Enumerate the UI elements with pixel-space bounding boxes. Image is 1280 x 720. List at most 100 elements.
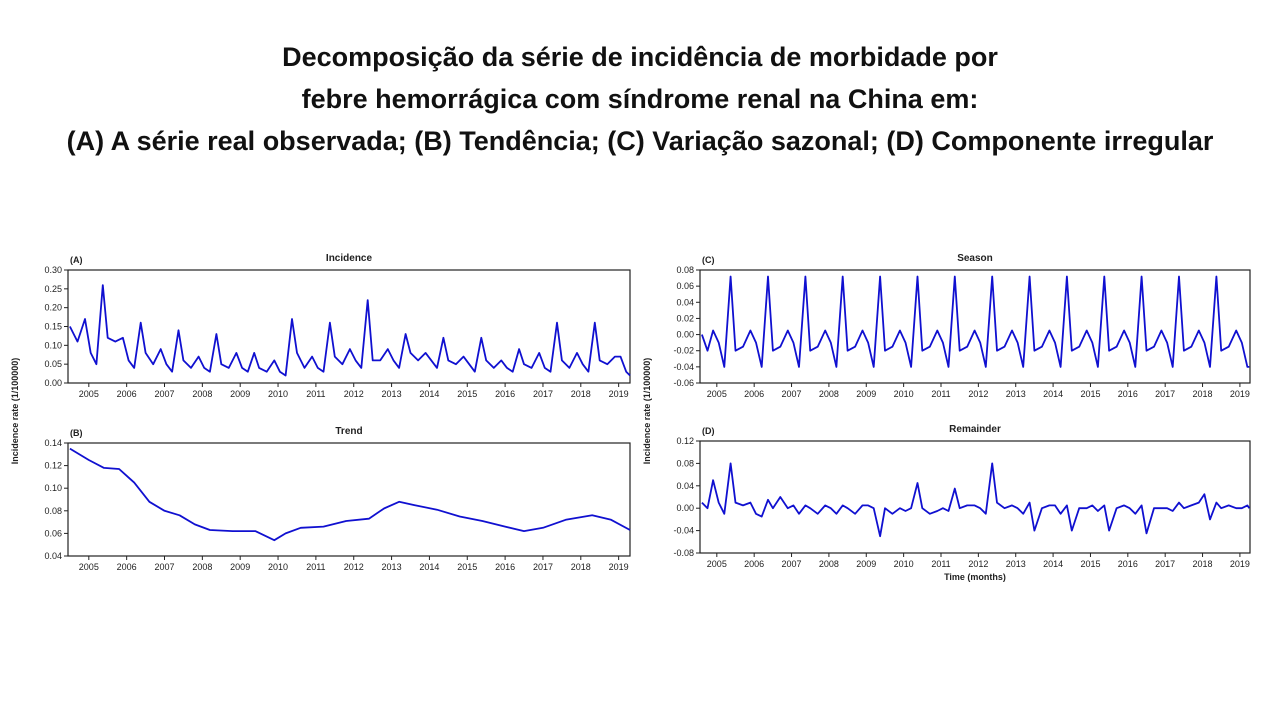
y-tick-label: 0.08 xyxy=(676,265,694,275)
x-tick-label: 2008 xyxy=(819,559,839,569)
y-tick-label: 0.08 xyxy=(44,506,62,516)
plot-frame xyxy=(67,269,631,384)
x-tick-label: 2019 xyxy=(609,389,629,399)
y-tick-label: -0.04 xyxy=(673,526,694,536)
x-tick-label: 2017 xyxy=(1155,389,1175,399)
x-tick-label: 2019 xyxy=(1230,559,1250,569)
y-tick-label: 0.00 xyxy=(44,378,62,388)
y-tick-label: -0.04 xyxy=(673,362,694,372)
x-tick-label: 2011 xyxy=(306,562,325,572)
y-tick-label: -0.06 xyxy=(673,378,694,388)
x-tick-label: 2014 xyxy=(419,562,439,572)
x-tick-label: 2018 xyxy=(1193,559,1213,569)
x-tick-label: 2007 xyxy=(782,559,802,569)
x-tick-label: 2005 xyxy=(79,562,99,572)
x-tick-label: 2011 xyxy=(931,559,950,569)
series-line xyxy=(69,284,631,377)
x-tick-label: 2009 xyxy=(856,559,876,569)
panel-title: Incidence xyxy=(326,253,373,264)
x-tick-label: 2008 xyxy=(819,389,839,399)
x-tick-label: 2011 xyxy=(306,389,325,399)
series-line xyxy=(69,447,631,542)
slide-title-line: (A) A série real observada; (B) Tendênci… xyxy=(67,126,1214,156)
y-tick-label: 0.12 xyxy=(676,436,694,446)
slide-title-line: Decomposição da série de incidência de m… xyxy=(282,42,998,72)
x-tick-label: 2008 xyxy=(192,389,212,399)
y-tick-label: 0.00 xyxy=(676,330,694,340)
x-tick-label: 2013 xyxy=(382,389,402,399)
y-tick-label: 0.06 xyxy=(676,281,694,291)
panel-label: (C) xyxy=(702,255,715,265)
x-tick-label: 2007 xyxy=(154,562,174,572)
plot-frame xyxy=(67,442,631,557)
x-tick-label: 2015 xyxy=(1080,389,1100,399)
y-tick-label: 0.04 xyxy=(676,481,694,491)
panel-label: (B) xyxy=(70,428,83,438)
x-tick-label: 2018 xyxy=(571,389,591,399)
x-tick-label: 2005 xyxy=(707,389,727,399)
x-tick-label: 2015 xyxy=(457,562,477,572)
y-axis-label: Incidence rate (1/100000) xyxy=(10,358,20,465)
x-tick-label: 2007 xyxy=(782,389,802,399)
y-tick-label: 0.14 xyxy=(44,438,62,448)
x-tick-label: 2017 xyxy=(533,389,553,399)
y-tick-label: 0.04 xyxy=(676,297,694,307)
y-tick-label: 0.30 xyxy=(44,265,62,275)
x-tick-label: 2012 xyxy=(344,562,364,572)
x-tick-label: 2019 xyxy=(1230,389,1250,399)
x-tick-label: 2005 xyxy=(79,389,99,399)
y-tick-label: -0.02 xyxy=(673,346,694,356)
y-axis-label: Incidence rate (1/100000) xyxy=(642,358,652,465)
x-tick-label: 2009 xyxy=(230,562,250,572)
y-tick-label: -0.08 xyxy=(673,548,694,558)
x-tick-label: 2008 xyxy=(192,562,212,572)
y-tick-label: 0.15 xyxy=(44,322,62,332)
x-tick-label: 2006 xyxy=(117,562,137,572)
x-tick-label: 2017 xyxy=(533,562,553,572)
x-tick-label: 2011 xyxy=(931,389,950,399)
y-tick-label: 0.00 xyxy=(676,503,694,513)
series-line xyxy=(701,462,1251,538)
x-tick-label: 2006 xyxy=(117,389,137,399)
x-axis-label: Time (months) xyxy=(944,572,1006,582)
y-tick-label: 0.12 xyxy=(44,461,62,471)
y-tick-label: 0.08 xyxy=(676,458,694,468)
panel-title: Season xyxy=(957,253,993,264)
x-tick-label: 2019 xyxy=(609,562,629,572)
x-tick-label: 2016 xyxy=(1118,389,1138,399)
y-tick-label: 0.25 xyxy=(44,284,62,294)
x-tick-label: 2013 xyxy=(382,562,402,572)
x-tick-label: 2013 xyxy=(1006,389,1026,399)
x-tick-label: 2010 xyxy=(894,559,914,569)
x-tick-label: 2017 xyxy=(1155,559,1175,569)
x-tick-label: 2015 xyxy=(1080,559,1100,569)
y-tick-label: 0.06 xyxy=(44,528,62,538)
y-tick-label: 0.10 xyxy=(44,340,62,350)
panel-title: Trend xyxy=(335,426,362,437)
x-tick-label: 2018 xyxy=(571,562,591,572)
panel-label: (A) xyxy=(70,255,83,265)
slide-title-line: febre hemorrágica com síndrome renal na … xyxy=(302,84,979,114)
x-tick-label: 2014 xyxy=(1043,389,1063,399)
plot-frame xyxy=(699,269,1251,384)
x-tick-label: 2009 xyxy=(856,389,876,399)
x-tick-label: 2016 xyxy=(495,562,515,572)
y-tick-label: 0.02 xyxy=(676,313,694,323)
x-tick-label: 2012 xyxy=(968,389,988,399)
x-tick-label: 2012 xyxy=(344,389,364,399)
x-tick-label: 2018 xyxy=(1193,389,1213,399)
x-tick-label: 2005 xyxy=(707,559,727,569)
x-tick-label: 2014 xyxy=(1043,559,1063,569)
panel-label: (D) xyxy=(702,426,715,436)
y-tick-label: 0.20 xyxy=(44,303,62,313)
plot-frame xyxy=(699,440,1251,554)
x-tick-label: 2009 xyxy=(230,389,250,399)
x-tick-label: 2006 xyxy=(744,389,764,399)
x-tick-label: 2013 xyxy=(1006,559,1026,569)
x-tick-label: 2012 xyxy=(968,559,988,569)
x-tick-label: 2007 xyxy=(154,389,174,399)
x-tick-label: 2006 xyxy=(744,559,764,569)
panel-title: Remainder xyxy=(949,424,1001,435)
x-tick-label: 2010 xyxy=(268,562,288,572)
